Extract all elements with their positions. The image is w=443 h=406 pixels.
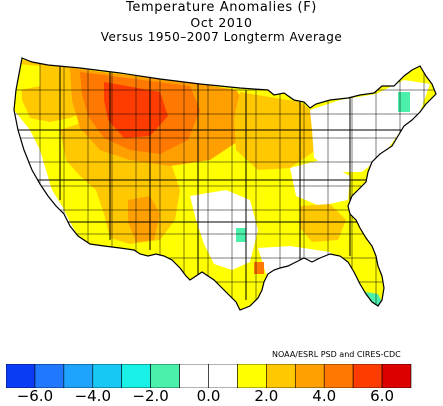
colorbar-bin-3 [92, 364, 123, 388]
anomaly-ohio-valley [290, 160, 350, 206]
colorbar-tick-label: −6.0 [16, 387, 54, 405]
us-climate-division-map [13, 57, 437, 311]
colorbar-bin-8 [237, 364, 267, 388]
colorbar-bin-4 [121, 364, 151, 388]
colorbar-bin-13 [381, 364, 412, 388]
map-title: Temperature Anomalies (F) [126, 0, 317, 15]
data-credit: NOAA/ESRL PSD and CIRES-CDC [272, 350, 401, 359]
colorbar-bin-1 [34, 364, 65, 388]
colorbar-bin-0 [6, 364, 36, 388]
anomaly-california-coast [14, 110, 78, 236]
anomaly-missouri [236, 228, 246, 242]
colorbar-tick-label: 2.0 [254, 387, 279, 405]
map-subtitle: Versus 1950–2007 Longterm Average [100, 30, 343, 44]
anomaly-vermont [398, 92, 410, 112]
colorbar-bin-10 [294, 364, 325, 388]
colorbar [6, 364, 412, 388]
colorbar-bin-11 [323, 364, 354, 388]
colorbar-bin-6 [179, 364, 209, 388]
anomaly-southeast [300, 204, 346, 242]
colorbar-tick-label: 6.0 [370, 387, 394, 405]
map-period: Oct 2010 [190, 15, 253, 30]
colorbar-bin-9 [266, 364, 296, 388]
anomaly-louisiana [254, 262, 264, 274]
anomaly-upper-midwest [234, 92, 320, 170]
colorbar-tick-label: −2.0 [132, 387, 169, 405]
colorbar-tick-labels: −6.0 −4.0 −2.0 0.0 2.0 4.0 6.0 [0, 387, 443, 406]
colorbar-bin-12 [352, 364, 383, 388]
colorbar-bin-7 [208, 364, 238, 388]
state-boundaries [14, 60, 436, 300]
colorbar-tick-label: 4.0 [312, 387, 337, 405]
colorbar-bin-2 [63, 364, 94, 388]
colorbar-tick-label: 0.0 [196, 387, 221, 405]
colorbar-bin-5 [150, 364, 180, 388]
anomaly-washington-coast [18, 64, 40, 90]
colorbar-tick-label: −4.0 [74, 387, 111, 405]
